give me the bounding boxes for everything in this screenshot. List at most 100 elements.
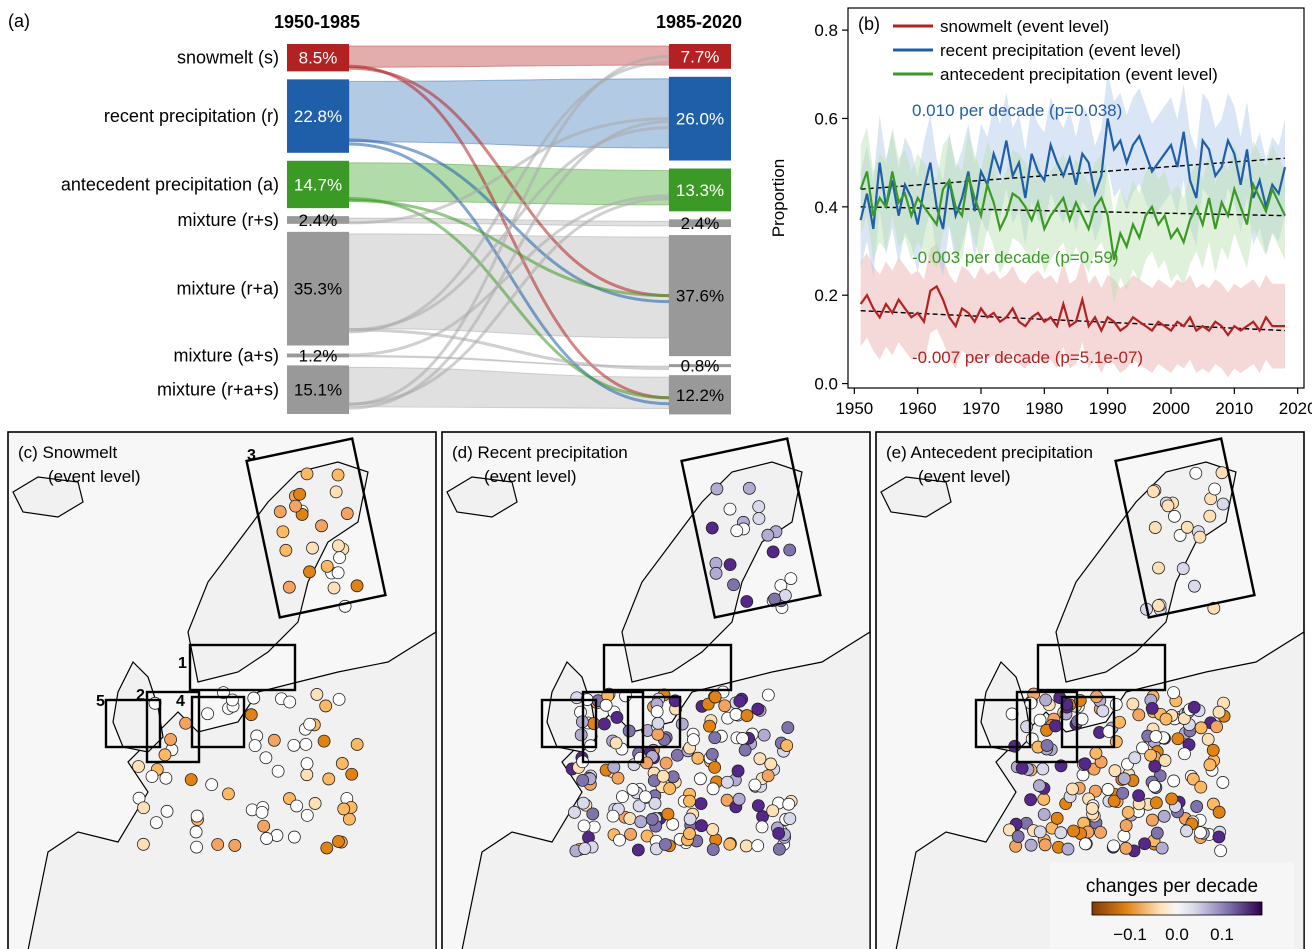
- station-marker: [1165, 792, 1179, 806]
- station-marker: [1161, 499, 1175, 513]
- x-tick-label: 1970: [962, 399, 1000, 418]
- station-marker: [332, 692, 346, 706]
- station-marker: [740, 595, 754, 608]
- region-box-4: [626, 695, 682, 749]
- station-marker: [1194, 826, 1207, 840]
- station-marker: [1119, 841, 1133, 855]
- node-right-value: 2.4%: [681, 214, 720, 233]
- station-marker: [610, 711, 624, 724]
- station-marker: [1138, 837, 1151, 851]
- station-marker: [160, 804, 174, 818]
- station-marker: [609, 736, 623, 750]
- station-marker: [306, 541, 319, 555]
- station-marker: [718, 699, 732, 713]
- y-axis-label: Proportion: [769, 159, 788, 237]
- station-marker: [1078, 757, 1092, 771]
- station-marker: [738, 743, 752, 757]
- station-marker: [257, 819, 271, 833]
- colorbar-tick-pos: 0.1: [1210, 925, 1234, 944]
- station-marker: [742, 481, 756, 495]
- station-marker: [1180, 520, 1194, 534]
- station-marker: [283, 695, 297, 709]
- station-marker: [189, 825, 203, 839]
- node-left-1: [287, 79, 349, 153]
- station-marker: [1216, 497, 1230, 511]
- station-marker: [1149, 796, 1163, 810]
- station-marker: [287, 738, 301, 752]
- station-marker: [1132, 708, 1146, 722]
- station-marker: [1148, 521, 1162, 534]
- station-marker: [659, 756, 673, 770]
- cross-flow: [348, 197, 670, 406]
- region-box-5: [540, 698, 598, 749]
- cross-flow: [348, 138, 670, 304]
- station-marker: [255, 805, 269, 819]
- station-marker: [651, 716, 665, 730]
- map-c-subtitle: (event level): [48, 467, 141, 486]
- station-marker: [720, 775, 734, 789]
- node-right-value: 37.6%: [676, 287, 724, 306]
- region-box-3: [245, 437, 387, 619]
- axes: 1950 1960 1970 1980 1990 2000 2010 2020 0.0 0.2 0.…: [814, 21, 1312, 418]
- series-line-1: [859, 118, 1287, 230]
- station-marker: [1079, 837, 1092, 851]
- station-marker: [568, 805, 581, 819]
- station-marker: [723, 558, 737, 572]
- station-marker: [1144, 748, 1158, 762]
- station-marker: [1193, 530, 1207, 544]
- station-marker: [1089, 746, 1103, 760]
- trend-annotation-antecedent: -0.003 per decade (p=0.59): [912, 248, 1119, 267]
- station-marker: [781, 721, 795, 735]
- station-marker: [290, 799, 304, 813]
- category-label: snowmelt (s): [177, 48, 279, 68]
- node-right-6: [669, 375, 731, 415]
- node-left-5: [287, 353, 349, 358]
- station-marker: [267, 733, 281, 747]
- station-marker: [164, 733, 177, 746]
- land-scandinavia: [1055, 461, 1237, 683]
- station-marker: [331, 468, 345, 482]
- station-marker: [1036, 762, 1050, 776]
- legend: snowmelt (event level) recent precipitat…: [893, 17, 1218, 84]
- station-marker: [350, 738, 364, 751]
- station-marker: [228, 839, 242, 852]
- station-marker: [1167, 686, 1181, 700]
- sankey-flows: [348, 45, 670, 410]
- region-label-3: 3: [247, 447, 256, 464]
- station-marker: [634, 815, 648, 829]
- station-marker: [293, 487, 307, 501]
- station-marker: [576, 773, 590, 787]
- station-marker: [1061, 842, 1075, 856]
- station-marker: [1157, 809, 1171, 823]
- station-marker: [1187, 700, 1201, 714]
- station-marker: [1132, 789, 1146, 802]
- station-marker: [650, 705, 664, 719]
- station-marker: [761, 528, 775, 542]
- station-marker: [705, 747, 719, 761]
- station-marker: [247, 691, 261, 705]
- station-marker: [694, 797, 708, 811]
- station-marker: [322, 772, 336, 786]
- station-marker: [1173, 529, 1187, 542]
- station-marker: [149, 816, 163, 829]
- station-marker: [1117, 829, 1131, 843]
- node-left-value: 15.1%: [294, 381, 342, 400]
- trend-annotation-recent: 0.010 per decade (p=0.038): [912, 101, 1122, 120]
- node-left-value: 8.5%: [299, 49, 338, 68]
- station-marker: [598, 717, 611, 731]
- station-marker: [780, 739, 794, 752]
- station-marker: [766, 545, 780, 559]
- map-d-title: (d) Recent precipitation: [452, 443, 628, 462]
- x-tick-label: 2000: [1152, 399, 1190, 418]
- region-label-2: 2: [136, 687, 145, 704]
- legend-antecedent: antecedent precipitation (event level): [940, 65, 1218, 84]
- station-marker: [1194, 721, 1208, 735]
- station-marker: [1171, 732, 1185, 746]
- station-marker: [651, 727, 665, 741]
- station-marker: [211, 838, 225, 851]
- category-label: mixture (a+s): [173, 345, 279, 365]
- colorbar-label: changes per decade: [1086, 876, 1258, 897]
- station-marker: [333, 551, 346, 565]
- station-marker: [1176, 562, 1190, 575]
- station-marker: [1121, 806, 1135, 819]
